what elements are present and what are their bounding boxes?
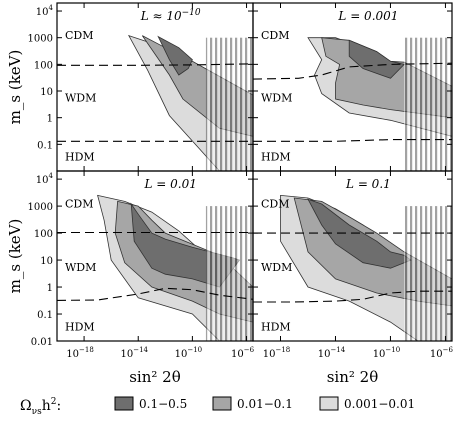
x-tick-label: 10−10 bbox=[175, 346, 203, 360]
panel-3-hatching bbox=[205, 206, 253, 341]
y-tick-label: 1 bbox=[47, 283, 53, 294]
legend-label-1: 0.1−0.5 bbox=[139, 397, 187, 411]
y-axis-label-2: m_s (keV) bbox=[6, 219, 24, 294]
x-tick-label: 10−18 bbox=[66, 346, 94, 360]
x-tick-label: 10−18 bbox=[263, 346, 291, 360]
y-tick-label: 1000 bbox=[28, 202, 53, 213]
y-tick-label: 100 bbox=[34, 60, 53, 71]
panel-4-title: L = 0.1 bbox=[345, 177, 391, 191]
y-tick-label: 104 bbox=[36, 4, 54, 18]
panel-1-title: L ≈ 10−10 bbox=[140, 8, 201, 23]
x-axis-label-left: sin² 2θ bbox=[129, 368, 181, 386]
y-tick-label: 10 bbox=[40, 256, 53, 267]
panel-2-title: L = 0.001 bbox=[337, 9, 398, 23]
y-tick-label: 1 bbox=[47, 114, 53, 125]
panel-4-frame bbox=[252, 170, 453, 342]
y-tick-label: 104 bbox=[36, 172, 54, 186]
y-tick-label: 0.1 bbox=[37, 140, 53, 151]
panel-3-regime-label-hdm: HDM bbox=[65, 320, 95, 333]
panel-3-title: L = 0.01 bbox=[143, 177, 196, 191]
panel-2-dashed-lower-line bbox=[253, 139, 452, 142]
x-axis-label-right: sin² 2θ bbox=[327, 368, 379, 386]
legend-label-2: 0.01−0.1 bbox=[237, 397, 293, 411]
x-tick-label: 10−14 bbox=[318, 346, 346, 360]
panel-4-regime-label-hdm: HDM bbox=[261, 320, 291, 333]
x-tick-label: 10−6 bbox=[231, 346, 255, 360]
panel-1 bbox=[57, 34, 253, 171]
y-axis-label-1: m_s (keV) bbox=[6, 50, 24, 125]
x-tick-label: 10−10 bbox=[373, 346, 401, 360]
x-tick-label: 10−14 bbox=[120, 346, 148, 360]
panel-1-regime-label-cdm: CDM bbox=[65, 29, 94, 42]
panel-4 bbox=[253, 194, 452, 341]
panel-2-regime-label-hdm: HDM bbox=[261, 150, 291, 163]
legend-swatch-3 bbox=[319, 396, 339, 411]
legend-swatch-2 bbox=[212, 396, 232, 411]
panel-1-regime-label-wdm: WDM bbox=[65, 92, 96, 105]
y-tick-label: 100 bbox=[34, 229, 53, 240]
panel-2-region-0.1-0.5 bbox=[348, 39, 405, 79]
panel-3 bbox=[57, 194, 253, 341]
panel-2 bbox=[253, 37, 452, 171]
panel-4-regime-label-wdm: WDM bbox=[261, 261, 292, 274]
panel-3-regime-label-cdm: CDM bbox=[65, 197, 94, 210]
panel-2-regime-label-cdm: CDM bbox=[261, 29, 290, 42]
panel-2-hatching bbox=[404, 37, 452, 171]
panel-3-regime-label-wdm: WDM bbox=[65, 261, 96, 274]
panel-1-regime-label-hdm: HDM bbox=[65, 150, 95, 163]
legend-title: Ωνsh2: bbox=[20, 397, 61, 417]
x-tick-label: 10−6 bbox=[430, 346, 454, 360]
y-tick-label: 0.1 bbox=[37, 310, 53, 321]
y-tick-label: 0.01 bbox=[31, 337, 53, 348]
y-tick-label: 10 bbox=[40, 87, 53, 98]
panel-1-hatching bbox=[205, 37, 253, 171]
legend-label-3: 0.001−0.01 bbox=[344, 397, 415, 411]
legend-swatch-1 bbox=[114, 396, 134, 411]
y-tick-label: 1000 bbox=[28, 34, 53, 45]
panel-2-regime-label-wdm: WDM bbox=[261, 92, 292, 105]
panel-4-regime-label-cdm: CDM bbox=[261, 197, 290, 210]
panel-4-hatching bbox=[404, 206, 452, 341]
